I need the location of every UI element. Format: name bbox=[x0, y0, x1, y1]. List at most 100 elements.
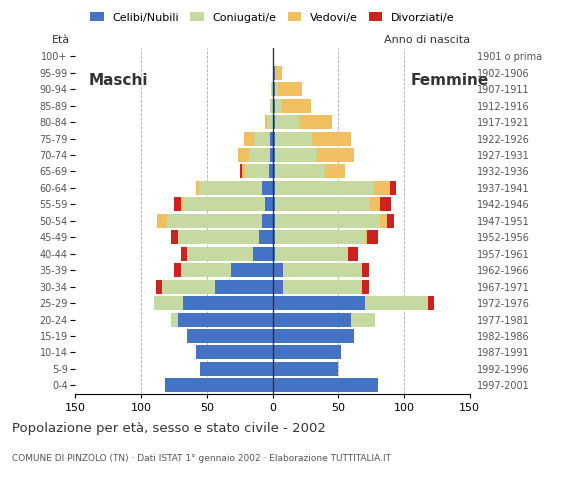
Bar bbox=[273, 247, 275, 261]
Bar bbox=[276, 132, 312, 145]
Bar bbox=[264, 197, 273, 211]
Bar bbox=[165, 378, 273, 392]
Bar bbox=[273, 115, 275, 129]
Bar bbox=[273, 132, 275, 145]
Bar bbox=[171, 230, 178, 244]
Bar bbox=[273, 230, 275, 244]
Bar bbox=[390, 181, 396, 195]
Bar bbox=[230, 263, 273, 277]
Bar bbox=[351, 312, 375, 326]
Bar bbox=[276, 230, 365, 244]
Bar bbox=[270, 132, 273, 145]
Bar bbox=[273, 329, 354, 343]
Bar bbox=[276, 214, 380, 228]
Bar bbox=[168, 214, 262, 228]
Text: Anno di nascita: Anno di nascita bbox=[384, 35, 470, 45]
Bar bbox=[162, 280, 215, 294]
Bar bbox=[199, 181, 262, 195]
Bar bbox=[273, 362, 338, 376]
Bar bbox=[273, 148, 275, 162]
Bar bbox=[276, 181, 374, 195]
Bar bbox=[269, 165, 273, 179]
Bar bbox=[178, 312, 273, 326]
Bar bbox=[183, 197, 264, 211]
Bar bbox=[253, 247, 273, 261]
Bar bbox=[273, 66, 275, 80]
Bar bbox=[273, 280, 283, 294]
Bar bbox=[325, 165, 345, 179]
Legend: Celibi/Nubili, Coniugati/e, Vedovi/e, Divorziati/e: Celibi/Nubili, Coniugati/e, Vedovi/e, Di… bbox=[86, 8, 459, 27]
Bar bbox=[264, 115, 267, 129]
Bar bbox=[174, 197, 180, 211]
Bar bbox=[273, 181, 275, 195]
Bar bbox=[262, 214, 273, 228]
Bar bbox=[262, 181, 273, 195]
Bar bbox=[427, 296, 434, 310]
Bar bbox=[365, 296, 427, 310]
Bar bbox=[178, 230, 259, 244]
Bar bbox=[276, 165, 325, 179]
Bar bbox=[270, 98, 273, 113]
Bar bbox=[370, 197, 380, 211]
Bar bbox=[238, 148, 249, 162]
Bar bbox=[276, 115, 299, 129]
Bar bbox=[317, 148, 354, 162]
Bar bbox=[200, 362, 273, 376]
Bar bbox=[273, 82, 275, 96]
Bar bbox=[362, 280, 368, 294]
Bar bbox=[267, 115, 273, 129]
Bar bbox=[197, 181, 199, 195]
Bar bbox=[180, 247, 187, 261]
Bar bbox=[273, 346, 341, 360]
Text: COMUNE DI PINZOLO (TN) · Dati ISTAT 1° gennaio 2002 · Elaborazione TUTTITALIA.IT: COMUNE DI PINZOLO (TN) · Dati ISTAT 1° g… bbox=[12, 454, 390, 463]
Bar bbox=[273, 378, 378, 392]
Bar bbox=[249, 148, 270, 162]
Bar bbox=[276, 148, 317, 162]
Bar bbox=[276, 98, 282, 113]
Bar bbox=[240, 165, 242, 179]
Bar bbox=[283, 280, 362, 294]
Bar bbox=[273, 296, 365, 310]
Bar bbox=[374, 181, 390, 195]
Bar bbox=[197, 346, 273, 360]
Text: Età: Età bbox=[52, 35, 70, 45]
Bar bbox=[171, 312, 178, 326]
Bar bbox=[367, 230, 378, 244]
Bar bbox=[245, 165, 269, 179]
Bar bbox=[244, 132, 254, 145]
Bar bbox=[187, 247, 253, 261]
Bar bbox=[278, 82, 302, 96]
Bar bbox=[380, 197, 391, 211]
Bar bbox=[157, 214, 168, 228]
Bar bbox=[273, 165, 275, 179]
Bar bbox=[270, 148, 273, 162]
Bar bbox=[365, 230, 367, 244]
Bar bbox=[273, 312, 351, 326]
Bar bbox=[347, 247, 358, 261]
Bar bbox=[259, 230, 273, 244]
Bar bbox=[273, 98, 275, 113]
Bar bbox=[283, 263, 362, 277]
Text: Maschi: Maschi bbox=[89, 73, 148, 88]
Bar bbox=[273, 197, 275, 211]
Bar bbox=[180, 197, 183, 211]
Bar bbox=[242, 165, 245, 179]
Bar bbox=[174, 263, 180, 277]
Bar bbox=[276, 82, 278, 96]
Bar bbox=[254, 132, 270, 145]
Text: Popolazione per età, sesso e stato civile - 2002: Popolazione per età, sesso e stato civil… bbox=[12, 422, 325, 435]
Bar bbox=[273, 263, 283, 277]
Bar bbox=[155, 280, 162, 294]
Bar bbox=[362, 263, 368, 277]
Bar bbox=[282, 98, 311, 113]
Bar bbox=[276, 247, 347, 261]
Bar bbox=[387, 214, 394, 228]
Bar bbox=[187, 329, 273, 343]
Bar bbox=[183, 296, 273, 310]
Bar bbox=[154, 296, 183, 310]
Bar bbox=[276, 66, 282, 80]
Bar bbox=[276, 197, 370, 211]
Bar bbox=[312, 132, 351, 145]
Bar bbox=[180, 263, 230, 277]
Bar bbox=[380, 214, 387, 228]
